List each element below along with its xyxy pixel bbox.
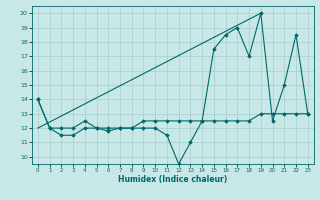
X-axis label: Humidex (Indice chaleur): Humidex (Indice chaleur) xyxy=(118,175,228,184)
